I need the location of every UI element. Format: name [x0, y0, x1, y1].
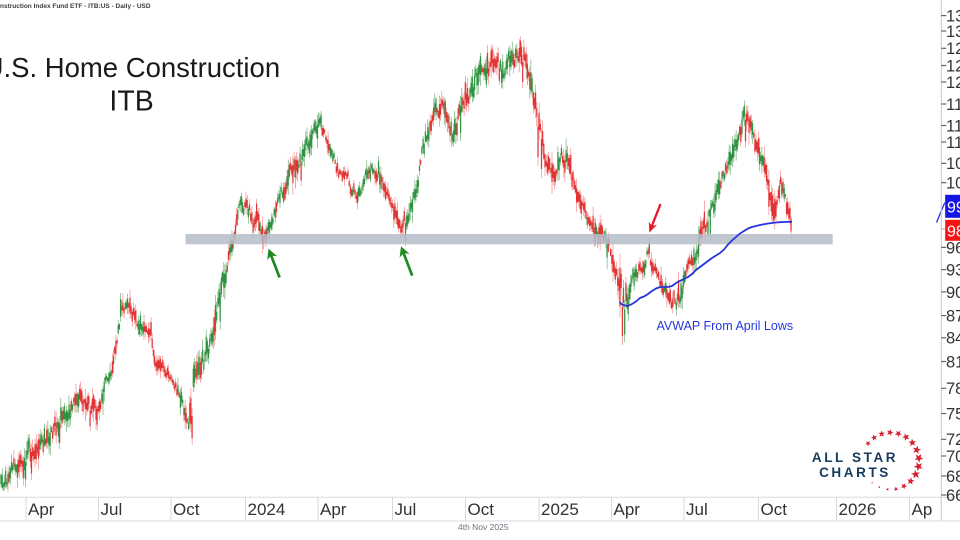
svg-text:AVWAP From April Lows: AVWAP From April Lows	[657, 319, 794, 333]
svg-text:129: 129	[946, 40, 960, 58]
svg-text:109: 109	[946, 155, 960, 173]
svg-text:72: 72	[946, 431, 960, 449]
svg-text:Oct: Oct	[173, 500, 200, 519]
svg-text:nstruction Index Fund ETF - IT: nstruction Index Fund ETF - ITB:US - Dai…	[0, 3, 151, 10]
svg-text:Jul: Jul	[101, 500, 123, 519]
svg-text:CHARTS: CHARTS	[819, 465, 891, 480]
svg-text:123: 123	[946, 74, 960, 92]
svg-text:106: 106	[946, 175, 960, 193]
svg-text:ALL STAR: ALL STAR	[812, 450, 898, 465]
svg-text:78: 78	[946, 380, 960, 398]
svg-text:84: 84	[946, 330, 960, 348]
svg-text:81: 81	[946, 353, 960, 371]
svg-text:66: 66	[946, 487, 960, 505]
svg-text:90: 90	[946, 284, 960, 302]
svg-text:116: 116	[946, 117, 960, 135]
svg-text:70: 70	[946, 448, 960, 466]
svg-text:2024: 2024	[248, 500, 286, 519]
svg-text:Apr: Apr	[614, 500, 641, 519]
svg-text:96: 96	[946, 239, 960, 257]
svg-text:Oct: Oct	[468, 500, 495, 519]
svg-text:135: 135	[946, 8, 960, 26]
svg-text:Jul: Jul	[686, 500, 708, 519]
svg-text:Apr: Apr	[320, 500, 347, 519]
svg-text:75: 75	[946, 405, 960, 423]
svg-text:87: 87	[946, 308, 960, 326]
svg-text:132: 132	[946, 23, 960, 41]
svg-text:Ap: Ap	[912, 500, 933, 519]
svg-text:68: 68	[946, 468, 960, 486]
svg-text:119: 119	[946, 96, 960, 114]
svg-text:2026: 2026	[839, 500, 877, 519]
svg-text:99.2: 99.2	[947, 199, 960, 216]
svg-text:Jul: Jul	[395, 500, 417, 519]
svg-text:126: 126	[946, 57, 960, 75]
svg-text:U.S. Home Construction: U.S. Home Construction	[0, 52, 280, 83]
svg-text:Apr: Apr	[28, 500, 55, 519]
svg-text:ITB: ITB	[109, 86, 153, 118]
svg-text:Oct: Oct	[761, 500, 788, 519]
svg-text:93: 93	[946, 262, 960, 280]
svg-text:4th Nov 2025: 4th Nov 2025	[458, 522, 509, 532]
svg-text:113: 113	[946, 134, 960, 152]
svg-text:2025: 2025	[541, 500, 579, 519]
svg-text:98.3: 98.3	[947, 223, 960, 240]
